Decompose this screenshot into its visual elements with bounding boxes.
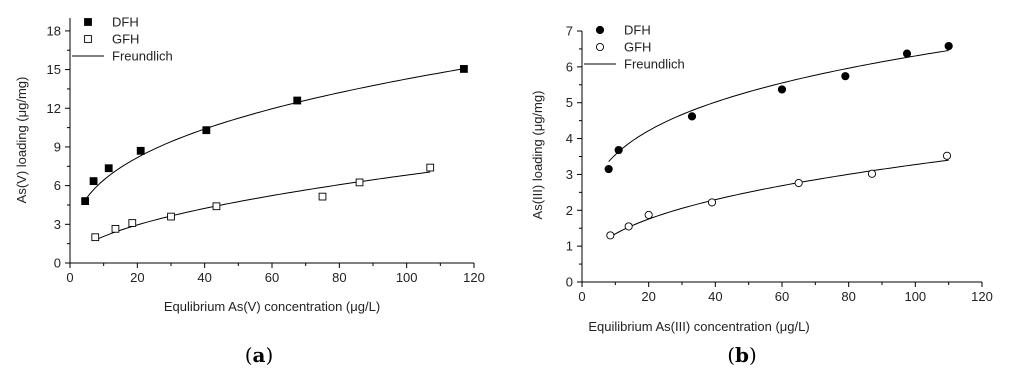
y-tick-label: 12 <box>47 101 61 116</box>
panel-a-legend: DFH GFH Freundlich <box>72 15 173 64</box>
legend-label: GFH <box>112 32 139 47</box>
y-tick-label: 1 <box>566 239 573 254</box>
data-point-dfh <box>604 164 613 174</box>
fit-line-dfh <box>608 50 949 162</box>
y-tick-label: 3 <box>54 217 61 232</box>
data-point-gfh <box>942 151 952 160</box>
data-point-gfh <box>867 169 877 178</box>
legend-marker-dfh <box>84 18 92 26</box>
x-tick-label: 20 <box>641 289 655 304</box>
panel-b-y-axis-title: As(III) loading (μg/mg) <box>530 91 545 220</box>
data-point-dfh <box>89 177 98 186</box>
y-tick-label: 4 <box>566 131 573 146</box>
y-tick-label: 0 <box>54 256 61 271</box>
panel-b-chart: 0 20 40 60 80 100 120 0 1 2 3 4 5 6 7 DFH GFH Freundlich… <box>530 23 993 368</box>
legend-marker-gfh <box>595 42 605 52</box>
panel-a-data-points <box>81 65 468 242</box>
panel-a-axes: 0 20 40 60 80 100 120 0 3 6 9 12 15 18 <box>47 18 485 285</box>
data-point-gfh <box>707 198 717 207</box>
legend-label: GFH <box>624 40 651 55</box>
data-point-dfh <box>202 126 211 135</box>
data-point-dfh <box>944 41 953 51</box>
panel-a-x-axis-title: Equlibrium As(V) concentration (μg/L) <box>164 299 380 314</box>
legend-marker-gfh <box>84 35 92 43</box>
data-point-gfh <box>606 231 615 240</box>
panel-a-label: (a) <box>245 343 274 367</box>
data-point-gfh <box>111 224 120 233</box>
panel-a-chart: 0 20 40 60 80 100 120 0 3 6 9 12 15 18 DFH GFH Freundli… <box>14 15 485 368</box>
legend-label: Freundlich <box>112 49 173 64</box>
data-point-dfh <box>293 96 302 105</box>
data-point-gfh <box>128 219 137 227</box>
data-point-gfh <box>355 178 364 187</box>
x-tick-label: 0 <box>578 289 585 304</box>
x-tick-label: 40 <box>197 270 211 285</box>
data-point-dfh <box>687 112 697 121</box>
x-tick-label: 120 <box>463 270 485 285</box>
y-tick-label: 9 <box>54 139 61 154</box>
data-point-dfh <box>136 146 145 155</box>
x-tick-label: 0 <box>66 270 73 285</box>
y-tick-label: 6 <box>566 59 573 74</box>
x-tick-label: 40 <box>708 289 722 304</box>
panel-b-label: (b) <box>727 343 757 367</box>
y-tick-label: 7 <box>566 24 573 39</box>
data-point-dfh <box>104 164 113 173</box>
x-tick-label: 80 <box>332 270 346 285</box>
panel-b-legend: DFH GFH Freundlich <box>584 23 685 72</box>
data-point-gfh <box>318 192 327 201</box>
panel-b-data-points <box>604 41 953 240</box>
x-tick-label: 60 <box>775 289 789 304</box>
data-point-gfh <box>91 233 100 242</box>
y-tick-label: 0 <box>566 275 573 290</box>
x-tick-label: 20 <box>130 270 144 285</box>
x-tick-label: 120 <box>971 289 993 304</box>
data-point-gfh <box>644 210 653 219</box>
fit-line-gfh <box>95 171 431 241</box>
data-point-dfh <box>902 49 912 58</box>
y-tick-label: 2 <box>566 203 573 218</box>
panel-b-x-axis-title: Equilibrium As(III) concentration (μg/L) <box>588 319 809 334</box>
data-point-dfh <box>614 145 623 155</box>
legend-label: DFH <box>624 23 651 38</box>
data-point-gfh <box>794 178 803 188</box>
panel-b-axes: 0 20 40 60 80 100 120 0 1 2 3 4 5 6 7 <box>566 24 993 305</box>
fit-line-gfh <box>610 159 949 238</box>
panel-a-fit-lines <box>84 68 464 241</box>
data-point-gfh <box>624 222 633 231</box>
y-tick-label: 6 <box>54 178 61 193</box>
fit-line-dfh <box>84 68 464 201</box>
x-tick-label: 60 <box>265 270 279 285</box>
y-tick-label: 15 <box>47 62 61 77</box>
legend-marker-dfh <box>595 25 605 35</box>
x-tick-label: 100 <box>904 289 926 304</box>
data-point-gfh <box>426 163 435 172</box>
legend-label: Freundlich <box>624 57 685 72</box>
data-point-dfh <box>777 85 787 94</box>
x-tick-label: 100 <box>396 270 418 285</box>
data-point-gfh <box>167 212 175 221</box>
panel-b-fit-lines <box>608 50 949 238</box>
y-tick-label: 3 <box>566 167 573 182</box>
data-point-gfh <box>212 202 221 211</box>
data-point-dfh <box>81 197 90 206</box>
data-point-dfh <box>460 65 468 73</box>
x-tick-label: 80 <box>841 289 855 304</box>
legend-label: DFH <box>112 15 139 30</box>
y-tick-label: 18 <box>47 23 61 38</box>
y-tick-label: 5 <box>566 95 573 110</box>
data-point-dfh <box>841 72 850 81</box>
panel-a-y-axis-title: As(V) loading (μg/mg) <box>14 77 29 204</box>
